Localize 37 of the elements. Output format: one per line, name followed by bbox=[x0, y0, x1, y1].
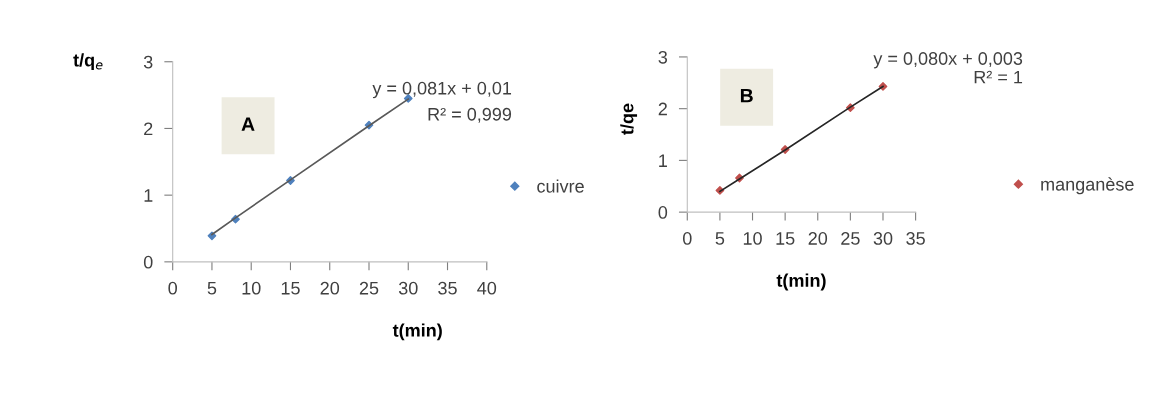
x-tick-label: 0 bbox=[682, 232, 692, 245]
x-tick-label: 30 bbox=[398, 281, 418, 295]
x-tick-label: 20 bbox=[808, 232, 828, 245]
annotation: A bbox=[241, 117, 255, 131]
x-tick-label: 20 bbox=[320, 281, 340, 295]
y-tick-label: 2 bbox=[658, 102, 667, 116]
x-tick-label: 35 bbox=[906, 232, 925, 245]
x-tick-label: 25 bbox=[841, 232, 860, 245]
x-tick-label: 25 bbox=[359, 281, 379, 295]
x-tick-label: 0 bbox=[168, 281, 178, 295]
legend-label: manganèse bbox=[1041, 177, 1134, 195]
y-tick-label: 3 bbox=[143, 55, 153, 69]
y-tick-label: 1 bbox=[659, 154, 667, 167]
x-tick-label: 10 bbox=[242, 281, 261, 295]
x-tick-label: 15 bbox=[776, 232, 795, 245]
y-tick-label: 3 bbox=[658, 50, 668, 64]
x-tick-label: 10 bbox=[743, 232, 762, 245]
annotation: y = 0,081x + 0,01 bbox=[372, 81, 512, 99]
legend-label: cuivre bbox=[537, 179, 584, 193]
y-tick-label: 0 bbox=[658, 206, 668, 219]
y-axis-title: t/q$_{e}$ bbox=[73, 53, 103, 71]
x-tick-label: 35 bbox=[438, 281, 457, 295]
text: R² = 1 bbox=[974, 70, 1023, 84]
annotation: B bbox=[740, 88, 753, 103]
y-tick-label: 0 bbox=[143, 255, 153, 269]
y-tick-label: 1 bbox=[144, 189, 153, 202]
annotation: y = 0,080x + 0,003 bbox=[873, 52, 1023, 69]
y-tick-label: 2 bbox=[144, 122, 153, 135]
annotation: R² = 0,999 bbox=[428, 107, 512, 123]
x-axis-title: t(min) bbox=[392, 323, 442, 341]
x-tick-label: 40 bbox=[477, 281, 497, 295]
y-axis-title: t/qe bbox=[620, 103, 638, 135]
x-tick-label: 5 bbox=[715, 232, 725, 245]
x-tick-label: 15 bbox=[281, 281, 300, 295]
x-tick-label: 5 bbox=[207, 281, 217, 295]
x-axis-title: t(min) bbox=[776, 273, 826, 291]
x-tick-label: 30 bbox=[873, 232, 893, 245]
